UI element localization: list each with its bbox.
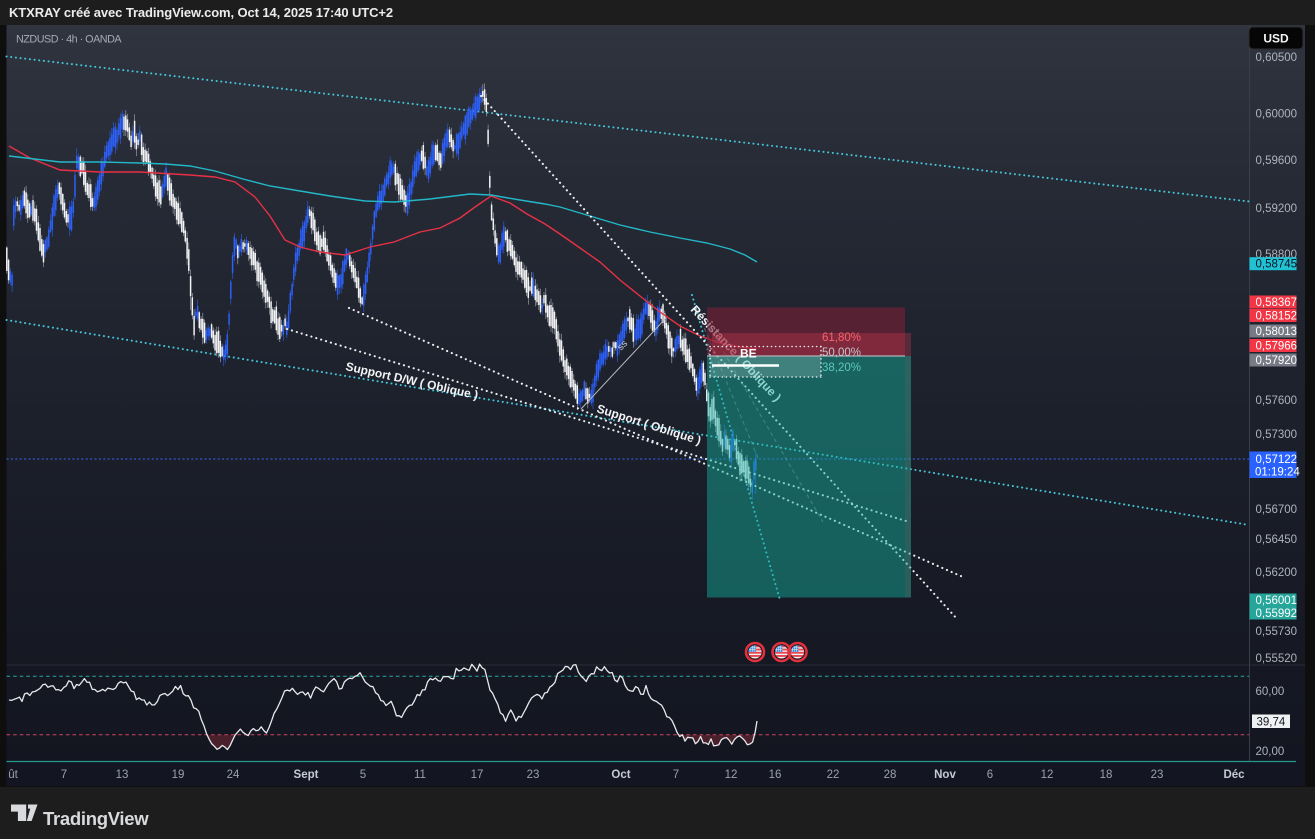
svg-text:16: 16	[769, 769, 782, 781]
svg-text:0,56450: 0,56450	[1256, 534, 1298, 546]
svg-text:ût: ût	[8, 769, 18, 781]
svg-text:18: 18	[1100, 769, 1113, 781]
svg-text:0,58745: 0,58745	[1256, 259, 1298, 271]
svg-text:38,20%: 38,20%	[822, 362, 861, 374]
svg-text:12: 12	[1041, 769, 1054, 781]
svg-text:0,55730: 0,55730	[1256, 626, 1298, 638]
svg-text:17: 17	[471, 769, 484, 781]
svg-text:USD: USD	[1263, 32, 1289, 46]
svg-text:13: 13	[116, 769, 129, 781]
svg-text:0,56001: 0,56001	[1256, 595, 1298, 607]
svg-text:19: 19	[172, 769, 185, 781]
svg-text:0,60500: 0,60500	[1256, 52, 1298, 64]
svg-text:24: 24	[227, 769, 240, 781]
svg-text:12: 12	[725, 769, 738, 781]
svg-text:0,58013: 0,58013	[1256, 326, 1298, 338]
svg-text:Oct: Oct	[611, 769, 630, 781]
svg-text:20,00: 20,00	[1256, 746, 1285, 758]
svg-text:7: 7	[673, 769, 679, 781]
svg-text:0,57600: 0,57600	[1256, 395, 1298, 407]
svg-text:23: 23	[1151, 769, 1164, 781]
svg-text:0,55992: 0,55992	[1256, 608, 1298, 620]
svg-text:Sept: Sept	[294, 769, 319, 781]
svg-text:5: 5	[360, 769, 366, 781]
svg-text:22: 22	[827, 769, 840, 781]
svg-text:0,57966: 0,57966	[1256, 341, 1298, 353]
svg-text:0,56200: 0,56200	[1256, 567, 1298, 579]
svg-text:0,60000: 0,60000	[1256, 109, 1298, 121]
svg-text:TradingView: TradingView	[43, 808, 149, 829]
svg-text:60,00: 60,00	[1256, 686, 1285, 698]
svg-text:0,59200: 0,59200	[1256, 203, 1298, 215]
svg-text:NZDUSD · 4h · OANDA: NZDUSD · 4h · OANDA	[16, 34, 122, 46]
svg-text:0,58152: 0,58152	[1256, 311, 1298, 323]
svg-text:01:19:24: 01:19:24	[1255, 467, 1300, 479]
svg-text:0,55520: 0,55520	[1256, 653, 1298, 665]
svg-text:50,00%: 50,00%	[822, 347, 861, 359]
svg-text:61,80%: 61,80%	[822, 332, 861, 344]
svg-text:0,58367: 0,58367	[1256, 297, 1298, 309]
svg-text:BE: BE	[740, 347, 757, 361]
svg-text:KTXRAY créé avec TradingView.c: KTXRAY créé avec TradingView.com, Oct 14…	[9, 5, 393, 20]
svg-text:23: 23	[527, 769, 540, 781]
svg-text:0,57300: 0,57300	[1256, 429, 1298, 441]
svg-text:7: 7	[61, 769, 67, 781]
svg-text:0,56700: 0,56700	[1256, 504, 1298, 516]
svg-text:Déc: Déc	[1223, 769, 1245, 781]
svg-text:0,57920: 0,57920	[1256, 355, 1298, 367]
svg-text:0,57122: 0,57122	[1256, 454, 1298, 466]
svg-text:0,59600: 0,59600	[1256, 155, 1298, 167]
svg-text:Nov: Nov	[934, 769, 956, 781]
svg-text:28: 28	[884, 769, 897, 781]
svg-text:6: 6	[987, 769, 993, 781]
svg-text:39,74: 39,74	[1257, 717, 1286, 729]
svg-text:11: 11	[414, 769, 426, 781]
